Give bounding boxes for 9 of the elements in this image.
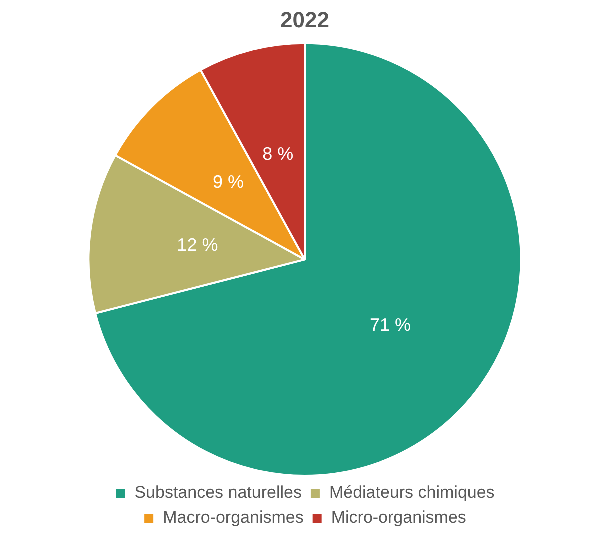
data-label: 12 % (177, 235, 218, 256)
legend-label: Micro-organismes (331, 508, 466, 528)
legend-label: Médiateurs chimiques (329, 483, 495, 502)
legend-label: Macro-organismes (163, 508, 304, 528)
data-label: 9 % (213, 172, 244, 192)
data-label: 71 % (370, 314, 411, 335)
data-label: 8 % (262, 144, 294, 164)
chart-title: 2022 (280, 7, 330, 32)
legend-label: Substances naturelles (134, 483, 302, 502)
